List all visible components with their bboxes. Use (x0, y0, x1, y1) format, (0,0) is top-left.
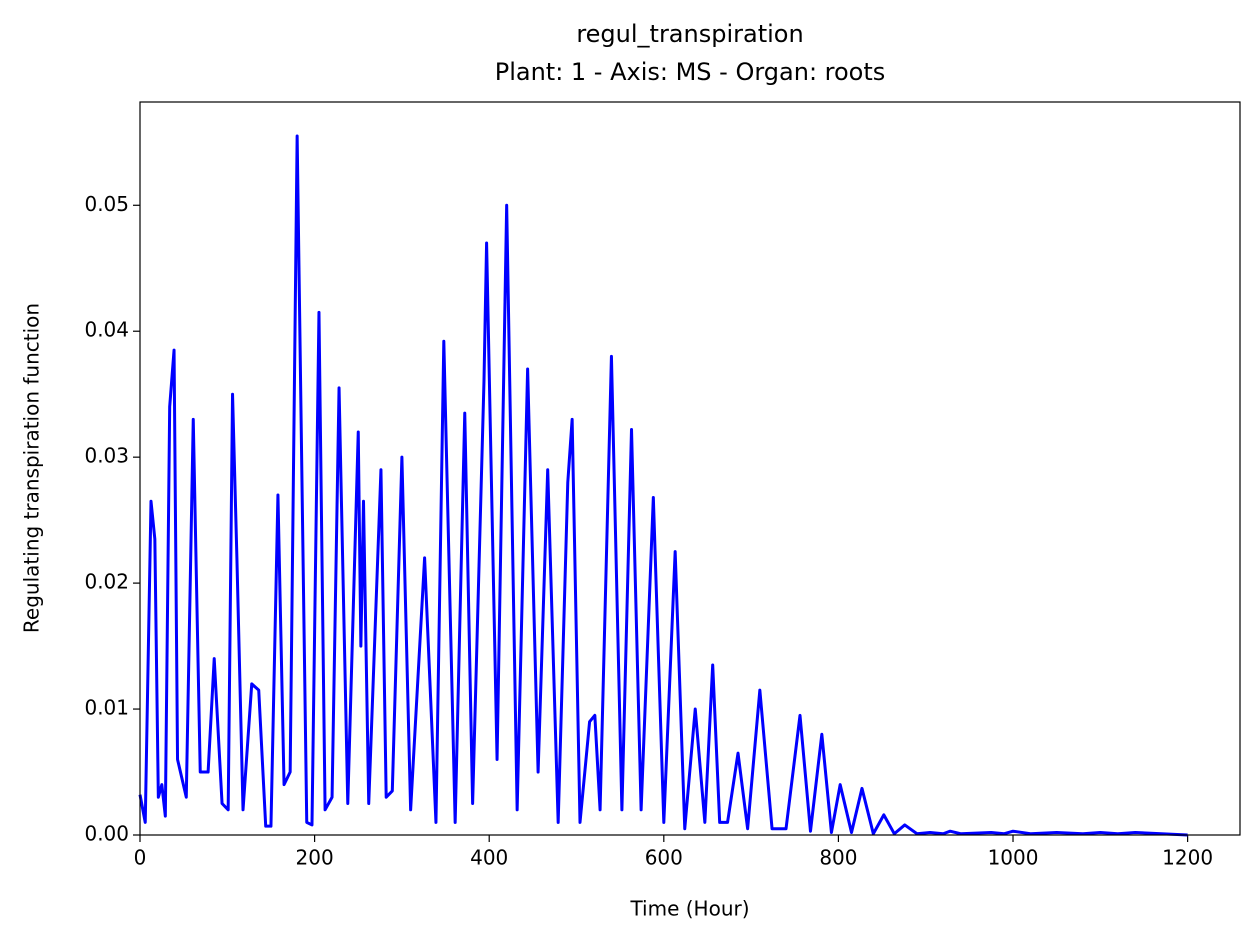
x-tick-label: 1200 (1162, 846, 1213, 870)
chart-title: regul_transpiration (576, 20, 803, 48)
x-tick-label: 600 (645, 846, 683, 870)
y-tick-label: 0.04 (84, 318, 129, 342)
series-line (138, 134, 1188, 837)
x-tick-label: 800 (819, 846, 857, 870)
y-axis-label: Regulating transpiration function (20, 303, 44, 633)
chart-subtitle: Plant: 1 - Axis: MS - Organ: roots (495, 58, 886, 86)
x-axis-label: Time (Hour) (629, 897, 749, 921)
x-tick-label: 200 (296, 846, 334, 870)
y-tick-label: 0.05 (84, 192, 129, 216)
x-tick-label: 0 (134, 846, 147, 870)
x-tick-label: 1000 (988, 846, 1039, 870)
plot-frame (139, 101, 1241, 836)
y-tick-label: 0.01 (84, 696, 129, 720)
x-tick-label: 400 (470, 846, 508, 870)
y-tick-label: 0.02 (84, 570, 129, 594)
y-tick-label: 0.00 (84, 822, 129, 846)
y-tick-label: 0.03 (84, 444, 129, 468)
